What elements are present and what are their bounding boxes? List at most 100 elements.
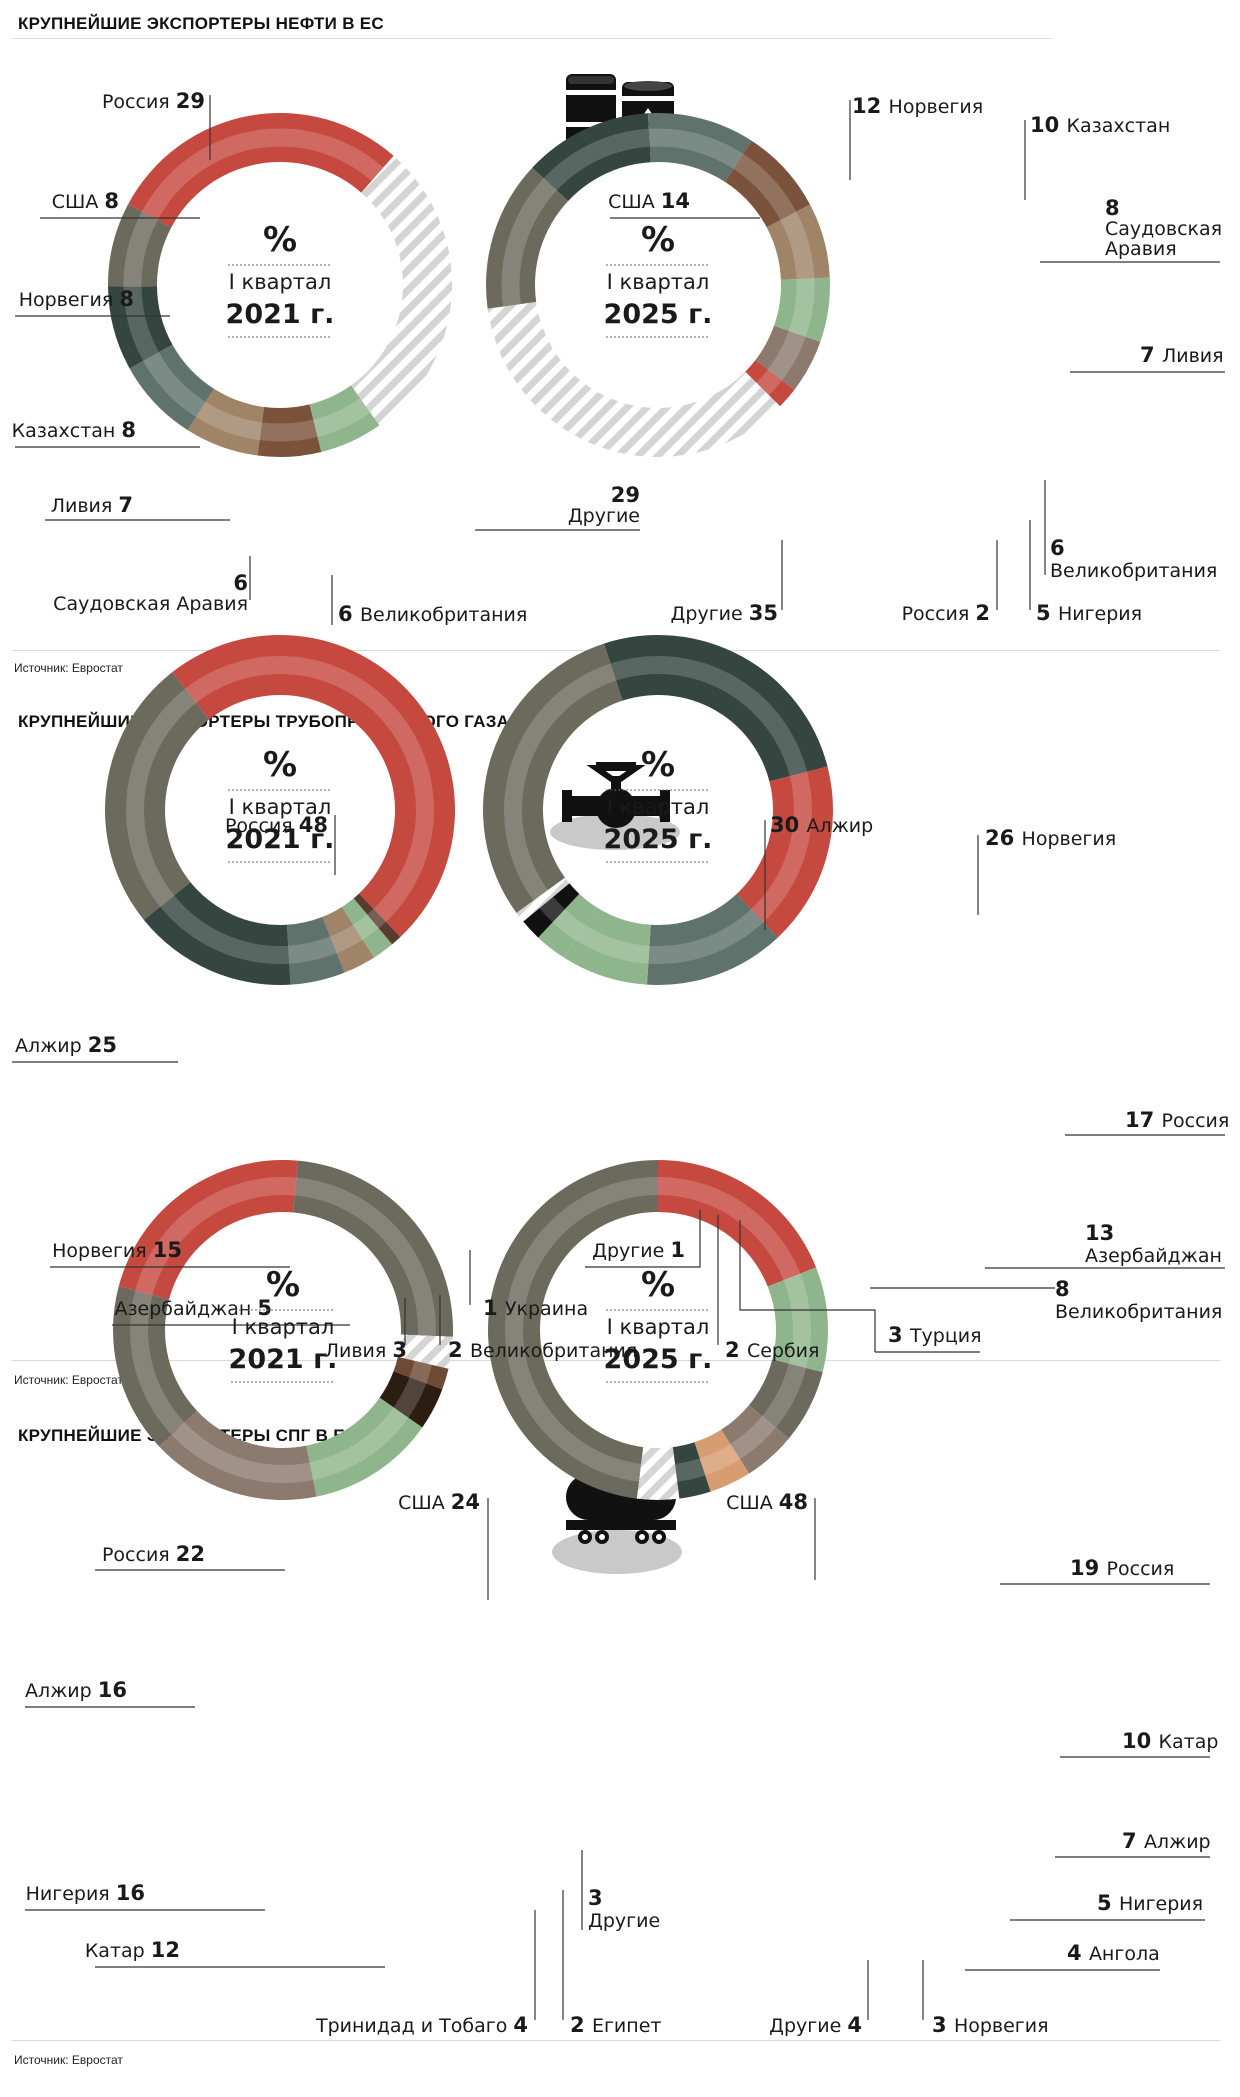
slice-band-ukraine [367,908,386,929]
label-libya: Ливия 7 [45,493,230,521]
slice-band-uk [575,924,650,964]
value-label: 29 [611,483,640,507]
slice-usa [108,204,172,287]
chart-center-2: % I квартал 2025 г. [604,220,713,338]
section-title: КРУПНЕЙШИЕ ЭКСПОРТЕРЫ НЕФТИ В ЕС [18,14,385,33]
center-year: 2025 г. [604,824,713,855]
label-kazakhstan: 10 Казахстан [1024,113,1170,200]
chart-center-5: % I квартал 2021 г. [229,1265,337,1383]
category-label: Другие 1 [592,1238,685,1262]
leader-line [585,1210,701,1268]
slice-band-azerbaijan [288,936,337,964]
slice-egypt [393,1356,449,1390]
slice-russia [658,1160,817,1287]
category-label: 3 Турция [888,1323,982,1347]
value-label: 13 [1085,1221,1114,1245]
chart-center-4: % I квартал 2025 г. [604,745,713,863]
center-year: 2025 г. [604,1344,713,1375]
divider [12,2040,1220,2041]
slice-angola [694,1429,750,1492]
label-azerbaijan: Азербайджан 5 [112,1296,350,1326]
category-label: Алжир 16 [25,1678,127,1702]
label-kazakhstan: Казахстан 8 [12,418,200,448]
slice-kazakhstan [647,113,752,182]
slice-norway [603,635,828,782]
value-label: 8 [1055,1277,1070,1301]
donut-chart-1 [108,112,452,457]
category-label: Другие 35 [671,601,778,625]
slice-band-serbia [539,896,565,923]
donut-chart-3 [104,634,456,985]
slice-band-russia [141,128,384,220]
slice-band-turkey [552,909,586,941]
category-label: 12 Норвегия [852,94,983,118]
slice-other [636,1447,680,1500]
label-turkey: 3 Турция [739,1220,982,1353]
slice-algeria [482,643,623,913]
category-label: 3 Норвегия [932,2013,1049,2037]
label-nigeria: 5 Нигерия [1029,520,1142,625]
category-label: 30 Алжир [770,813,873,837]
label-libya: Ливия 3 [325,1298,407,1362]
divider [12,38,1052,39]
label-algeria: Алжир 25 [12,1033,178,1063]
label-qatar: Катар 12 [85,1938,385,1968]
slice-uk [564,907,651,985]
label-other: Другие 4 [769,1960,869,2037]
category-label: Казахстан 8 [12,418,136,442]
center-percent: % [266,1265,300,1305]
center-percent: % [641,1265,675,1305]
category-label: 5 Нигерия [1097,1891,1203,1915]
slice-band-russia [185,656,434,922]
label-algeria: 7 Алжир [1055,1829,1211,1858]
label-norway: Норвегия 15 [50,1238,290,1268]
category-label: США 24 [398,1490,480,1514]
category-label: США 48 [726,1490,808,1514]
category-label: Россия 2 [902,601,990,625]
slice-azerbaijan [647,893,778,985]
slice-band-qatar [783,1273,811,1369]
category-label: Азербайджан 5 [114,1296,272,1320]
source-note: Источник: Евростат [14,1373,123,1387]
category-label: Аравия [1105,238,1177,260]
slice-uk [341,898,393,958]
center-year: 2025 г. [604,299,713,330]
slice-band-norway [543,128,650,191]
slice-norway [108,286,173,369]
slice-usa [488,1160,658,1499]
slice-nigeria [721,1405,789,1474]
slice-band-nigeria [767,330,806,381]
pipeline-valve-icon [550,762,680,850]
leader-line [739,1220,876,1352]
category-label: Нигерия 16 [26,1881,145,1905]
slice-band-algeria [129,1290,185,1435]
slice-band-russia [751,771,812,923]
slice-algeria [104,672,210,920]
center-quarter: I квартал [607,1315,710,1339]
slice-band-algeria [762,1363,807,1428]
slice-band-libya [196,401,262,441]
slice-band-usa [123,211,158,287]
category-label: Россия 29 [102,89,205,113]
label-russia: Россия 22 [95,1542,285,1571]
category-label: Саудовская Аравия [53,593,248,615]
value-label: 8 [1105,196,1120,220]
donut-chart-5 [113,1159,453,1500]
category-label: США 8 [52,189,119,213]
slice-russia [172,634,456,938]
donut-chart-4 [482,635,833,985]
label-nigeria: 5 Нигерия [1010,1891,1205,1921]
label-usa: США 14 [608,189,760,219]
category-label: Алжир 25 [15,1033,117,1057]
center-percent: % [641,745,675,785]
label-russia: Россия 48 [225,813,336,875]
category-label: 6 Великобритания [338,602,527,626]
slice-ukraine [353,893,401,945]
slice-band-trinidad-tobago [393,1377,427,1418]
slice-turkey [538,893,597,958]
donut-chart-6 [488,1160,828,1500]
